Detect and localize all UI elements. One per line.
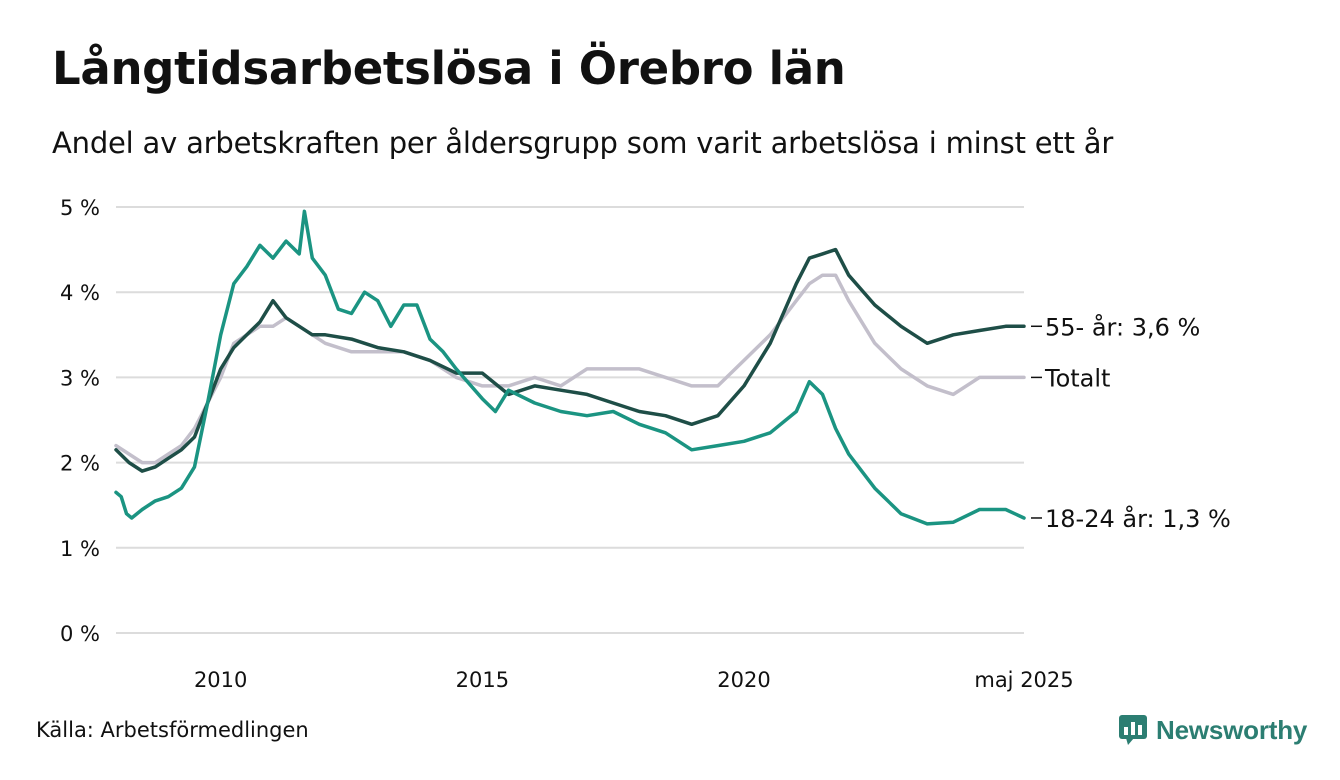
end-labels: Totalt 55- år: 3,6 % 18-24 år: 1,3 % [1031,312,1231,533]
bar-chart-speech-bubble-icon [1119,715,1147,745]
chart-subtitle: Andel av arbetskraften per åldersgrupp s… [52,126,1114,160]
gridlines [116,206,1024,634]
source-note: Källa: Arbetsförmedlingen [36,718,309,742]
x-axis-ticks: 2010 2015 2020 maj 2025 [194,668,1074,692]
x-tick-label: maj 2025 [974,668,1073,692]
x-tick-label: 2010 [194,668,247,692]
series-lines [114,209,1026,526]
brand-logo: Newsworthy [1118,714,1307,746]
y-axis-ticks: 0 % 1 % 2 % 3 % 4 % 5 % [60,196,100,646]
end-label-18-24: 18-24 år: 1,3 % [1045,504,1231,533]
x-tick-label: 2015 [456,668,509,692]
chart-title: Långtidsarbetslösa i Örebro län [52,42,846,95]
y-tick-label: 3 % [60,366,100,390]
x-tick-label: 2020 [717,668,770,692]
y-tick-label: 2 % [60,452,100,476]
line-chart: 0 %1 %2 %3 %4 %5 % 2010 2015 2020 maj 2025 … [60,196,1231,692]
series-line-55- [114,247,1026,473]
y-tick-label: 1 % [60,537,100,561]
y-tick-label: 4 % [60,281,100,305]
y-tick-label: 5 % [60,196,100,220]
end-label-55-: 55- år: 3,6 % [1045,312,1200,341]
series-line-18-24 [114,209,1026,526]
brand-name: Newsworthy [1156,714,1308,745]
series-line-Totalt [114,273,1026,465]
y-tick-label: 0 % [60,622,100,646]
end-label-Totalt: Totalt [1044,364,1110,392]
